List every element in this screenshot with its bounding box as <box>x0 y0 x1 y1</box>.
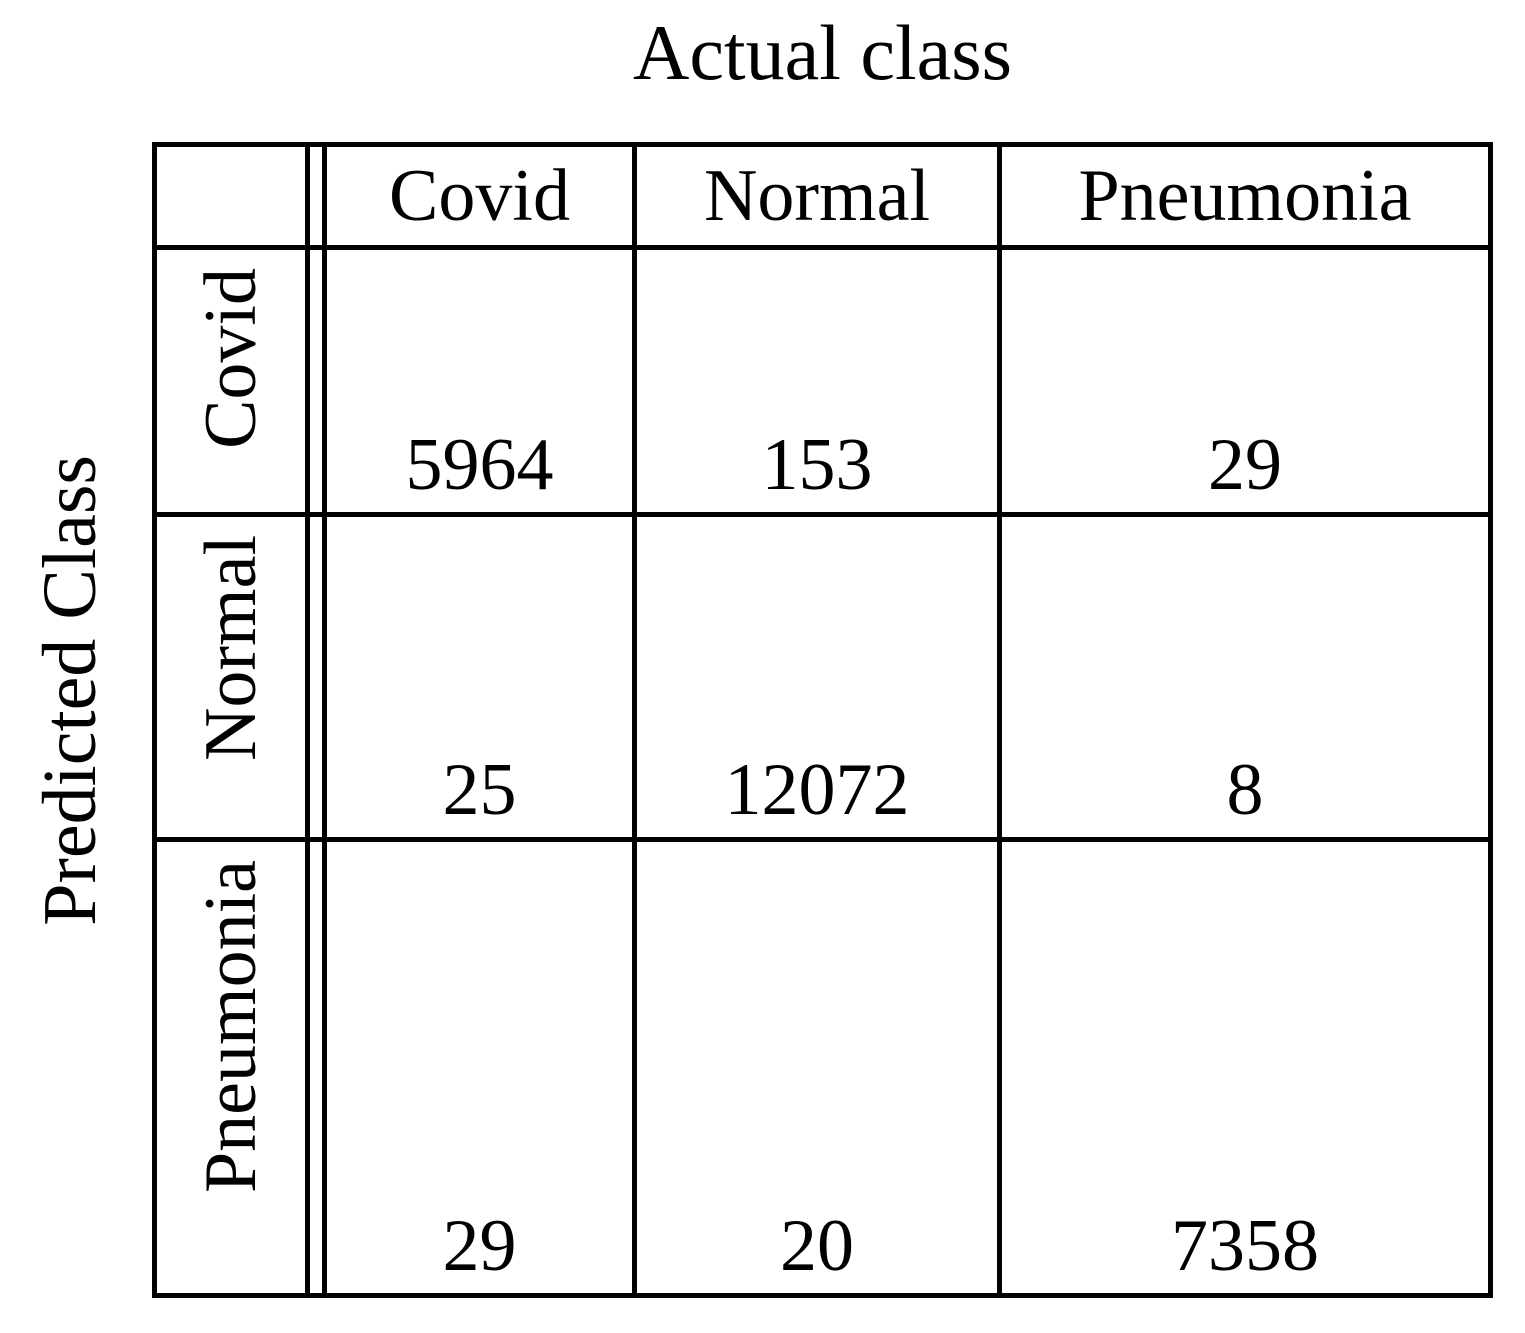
cell-covid-covid: 5964 <box>327 250 632 512</box>
cell-normal-normal: 12072 <box>637 517 997 837</box>
actual-class-axis-label: Actual class <box>632 9 1013 96</box>
col-header-covid: Covid <box>327 147 632 245</box>
col-header-normal: Normal <box>637 147 997 245</box>
row-header-covid-label: Covid <box>190 268 272 449</box>
cell-covid-normal: 153 <box>637 250 997 512</box>
confusion-matrix-table: Covid Normal Pneumonia Covid 5964 153 29… <box>152 142 1493 1298</box>
col-header-pneumonia: Pneumonia <box>1002 147 1488 245</box>
cell-normal-covid: 25 <box>327 517 632 837</box>
double-rule-spacer <box>310 147 322 245</box>
row-header-normal-label: Normal <box>190 535 272 762</box>
cell-normal-pneumonia: 8 <box>1002 517 1488 837</box>
predicted-class-axis-label-area: Predicted Class <box>0 142 140 1298</box>
double-rule-spacer <box>310 517 322 837</box>
row-header-pneumonia-label: Pneumonia <box>190 860 272 1193</box>
cell-pneumonia-normal: 20 <box>637 842 997 1293</box>
cell-pneumonia-covid: 29 <box>327 842 632 1293</box>
row-header-normal: Normal <box>157 517 305 837</box>
cell-covid-pneumonia: 29 <box>1002 250 1488 512</box>
double-rule-spacer <box>310 842 322 1293</box>
cell-pneumonia-pneumonia: 7358 <box>1002 842 1488 1293</box>
row-header-pneumonia: Pneumonia <box>157 842 305 1293</box>
row-header-covid: Covid <box>157 250 305 512</box>
double-rule-spacer <box>310 250 322 512</box>
corner-cell <box>157 147 305 245</box>
predicted-class-axis-label: Predicted Class <box>27 454 112 926</box>
